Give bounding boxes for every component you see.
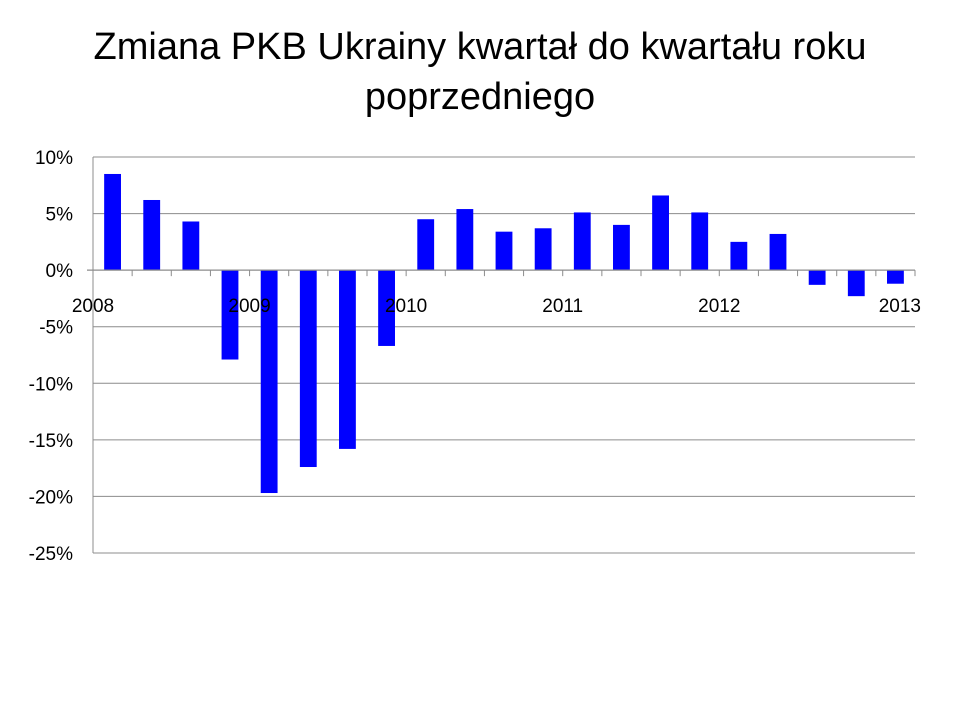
bar (299, 270, 317, 468)
bar (143, 199, 161, 271)
bar (730, 241, 748, 271)
bar (887, 270, 904, 284)
y-tick-label: 0% (46, 261, 74, 282)
y-tick-label: -10% (29, 374, 73, 395)
bar (613, 224, 630, 271)
bar (339, 270, 356, 449)
y-tick-label: -20% (29, 487, 73, 508)
bar (691, 212, 709, 271)
x-axis-year-labels: 2008 2009 2010 2011 2012 2013 (72, 296, 921, 317)
bar-series (104, 173, 904, 494)
bar (652, 195, 669, 271)
x-year-label: 2013 (879, 296, 921, 317)
bar (495, 231, 513, 271)
y-tick-label: -15% (29, 431, 73, 452)
bar (456, 209, 474, 271)
bar (260, 270, 278, 494)
bar (847, 270, 865, 297)
bar (573, 212, 591, 271)
bar (808, 270, 826, 285)
bar (378, 270, 395, 346)
axes (87, 157, 916, 553)
bar (221, 270, 239, 360)
y-tick-label: -25% (29, 544, 73, 565)
x-year-label: 2008 (72, 296, 114, 317)
x-year-label: 2009 (228, 296, 270, 317)
gridlines (93, 156, 915, 554)
bar (534, 228, 552, 271)
x-year-label: 2011 (542, 296, 583, 317)
chart-title-line-1: Zmiana PKB Ukrainy kwartał do kwartału r… (93, 26, 867, 68)
y-tick-label: -5% (39, 318, 73, 339)
y-tick-label: 5% (46, 205, 74, 226)
chart-title: Zmiana PKB Ukrainy kwartał do kwartału r… (0, 22, 960, 122)
bar (104, 173, 121, 271)
bar (769, 233, 787, 271)
y-tick-label: 10% (35, 148, 73, 169)
chart-title-line-2: poprzedniego (364, 76, 596, 118)
y-axis-tick-labels: 10% 5% 0% -5% -10% -15% -20% -25% (29, 148, 73, 565)
x-year-label: 2010 (385, 296, 427, 317)
x-year-label: 2012 (698, 296, 740, 317)
bar (417, 219, 435, 271)
bar (182, 221, 200, 271)
